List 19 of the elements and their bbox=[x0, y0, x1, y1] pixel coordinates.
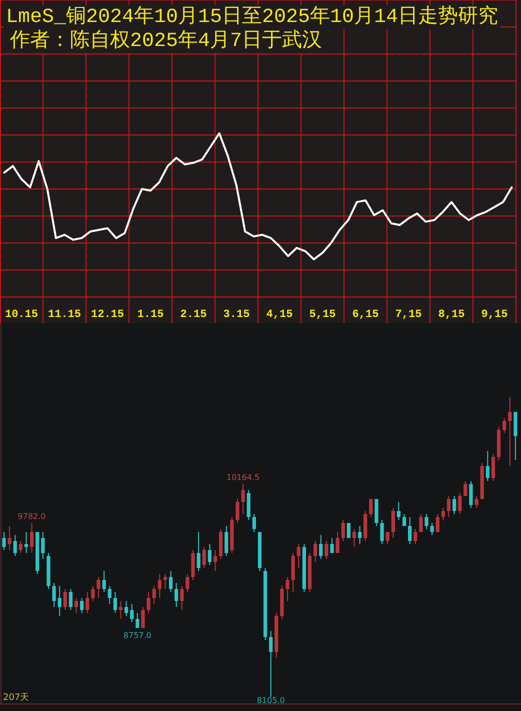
annotation: 8105.0 bbox=[256, 696, 285, 705]
x-tick-label: 12.15 bbox=[90, 309, 124, 321]
annotation: 8757.0 bbox=[123, 631, 152, 640]
x-tick-label: 7,15 bbox=[395, 309, 422, 321]
x-tick-label: 2.15 bbox=[180, 309, 208, 321]
chart-title: LmeS_铜2024年10月15日至2025年10月14日走势研究 bbox=[6, 5, 498, 29]
x-tick-label: 11.15 bbox=[48, 309, 82, 321]
x-tick-label: 4,15 bbox=[266, 309, 294, 321]
x-tick-label: 6,15 bbox=[352, 309, 380, 321]
x-tick-label: 5,15 bbox=[309, 309, 336, 321]
chart-subtitle: 作者：陈自权2025年4月7日于武汉 bbox=[9, 29, 322, 53]
x-tick-label: 1.15 bbox=[137, 309, 164, 321]
x-tick-label: 10.15 bbox=[4, 309, 38, 321]
annotation: 10164.5 bbox=[226, 473, 260, 482]
x-tick-label: 8,15 bbox=[438, 309, 466, 321]
x-tick-label: 9,15 bbox=[481, 309, 508, 321]
annotation: 207天 bbox=[3, 692, 30, 703]
annotation: 9782.0 bbox=[18, 512, 46, 521]
x-tick-label: 3.15 bbox=[223, 309, 250, 321]
